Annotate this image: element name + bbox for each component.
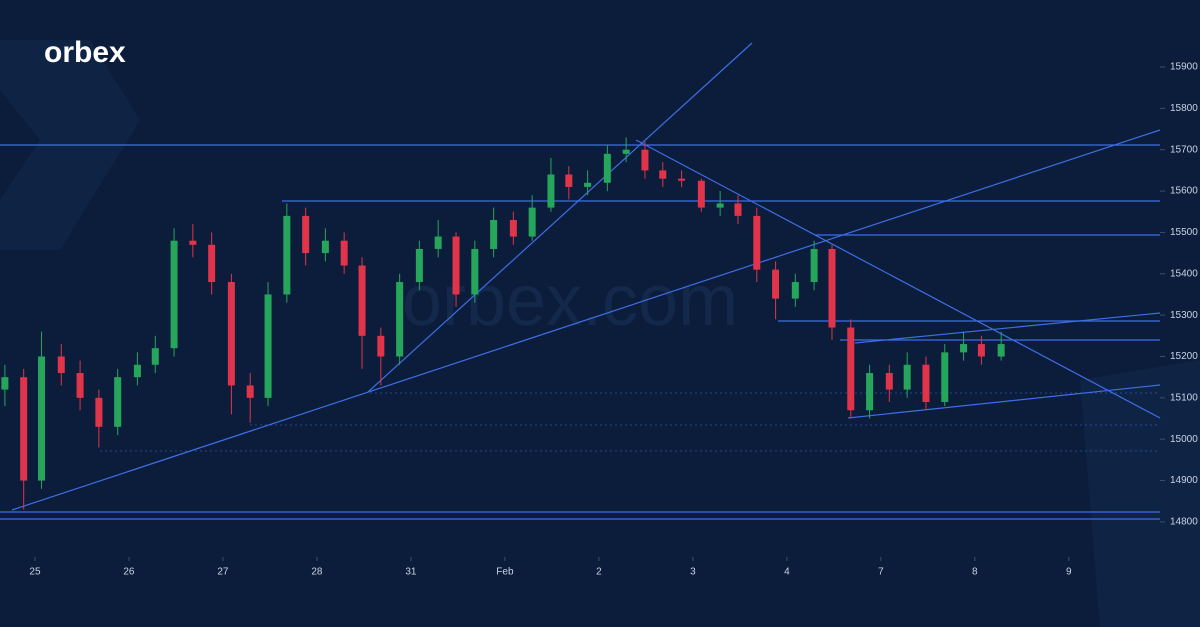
candle-body (20, 377, 28, 481)
candle-body (76, 373, 84, 398)
candle-body (734, 203, 742, 216)
candle-body (697, 180, 705, 208)
candle-body (151, 348, 159, 365)
candle-body (772, 269, 780, 299)
candle-body (340, 240, 348, 266)
x-tick-label: 28 (311, 567, 323, 578)
y-tick-label: 15700 (1170, 144, 1198, 155)
candle-body (866, 373, 874, 411)
x-tick-label: 4 (784, 567, 790, 578)
y-tick-label: 15900 (1170, 62, 1198, 73)
y-tick-label: 14900 (1170, 475, 1198, 486)
y-tick-label: 15000 (1170, 434, 1198, 445)
candle-body (1, 377, 9, 390)
candle-body (452, 236, 460, 295)
candle-body (810, 248, 818, 283)
candle-body (603, 153, 611, 183)
candle-body (584, 182, 592, 187)
channel-line (854, 312, 1161, 344)
candle-body (415, 248, 423, 283)
candle-body (490, 220, 498, 249)
candle-body (941, 352, 949, 402)
candle-body (114, 377, 122, 427)
logo: orbex (44, 36, 126, 69)
x-tick-label: Feb (496, 567, 514, 578)
candle-body (227, 282, 235, 386)
y-tick-label: 15400 (1170, 268, 1198, 279)
x-tick-label: 9 (1066, 567, 1072, 578)
axes: 14800 14900 15000 15100 15200 15300 15400 15500… (29, 62, 1198, 578)
trend-line (367, 42, 753, 393)
candle-body (264, 294, 272, 398)
candle-body (38, 356, 46, 481)
y-tick-label: 15800 (1170, 103, 1198, 114)
candle-body (828, 248, 836, 328)
candle-body (659, 170, 667, 179)
candle-body (189, 240, 197, 245)
x-tick-label: 8 (972, 567, 978, 578)
candle-body (641, 149, 649, 171)
watermark: orbex.com (402, 261, 738, 341)
channel-line (847, 384, 1161, 419)
x-tick-label: 31 (405, 567, 417, 578)
candle-body (528, 207, 536, 237)
candle-body (358, 265, 366, 336)
candle-body (377, 335, 385, 357)
candle-body (960, 344, 968, 353)
candle-body (565, 174, 573, 187)
x-tick-label: 3 (690, 567, 696, 578)
y-tick-label: 15100 (1170, 392, 1198, 403)
candle-body (716, 203, 724, 208)
candle-body (678, 178, 686, 181)
x-tick-label: 26 (123, 567, 135, 578)
candle-body (396, 282, 404, 357)
drawings (0, 42, 1161, 520)
x-tick-label: 2 (596, 567, 602, 578)
candle-body (977, 344, 985, 357)
candle-body (903, 364, 911, 390)
y-tick-label: 15600 (1170, 186, 1198, 197)
candle-body (133, 364, 141, 378)
candle-body (791, 282, 799, 299)
candle-body (509, 220, 517, 237)
candle-body (847, 327, 855, 411)
y-tick-label: 15300 (1170, 310, 1198, 321)
trend-line (11, 129, 1161, 511)
candle-body (885, 373, 893, 390)
candle-body (302, 215, 310, 254)
candle-body (547, 174, 555, 208)
candle-body (246, 385, 254, 398)
candle-body (471, 248, 479, 295)
candle-body (622, 149, 630, 154)
candle-body (434, 236, 442, 249)
y-tick-label: 14800 (1170, 517, 1198, 528)
y-tick-label: 15500 (1170, 227, 1198, 238)
candle-body (57, 356, 65, 374)
candle-body (321, 240, 329, 254)
x-tick-label: 7 (878, 567, 884, 578)
candle-body (997, 344, 1005, 357)
x-tick-label: 27 (217, 567, 229, 578)
candle-body (753, 215, 761, 270)
candle-body (208, 244, 216, 283)
candle-body (95, 397, 103, 427)
candle-body (283, 215, 291, 295)
x-tick-label: 25 (29, 567, 41, 578)
candles (1, 137, 1005, 510)
y-tick-label: 15200 (1170, 351, 1198, 362)
candle-body (922, 364, 930, 402)
trend-line (635, 139, 1161, 419)
candle-body (170, 240, 178, 349)
